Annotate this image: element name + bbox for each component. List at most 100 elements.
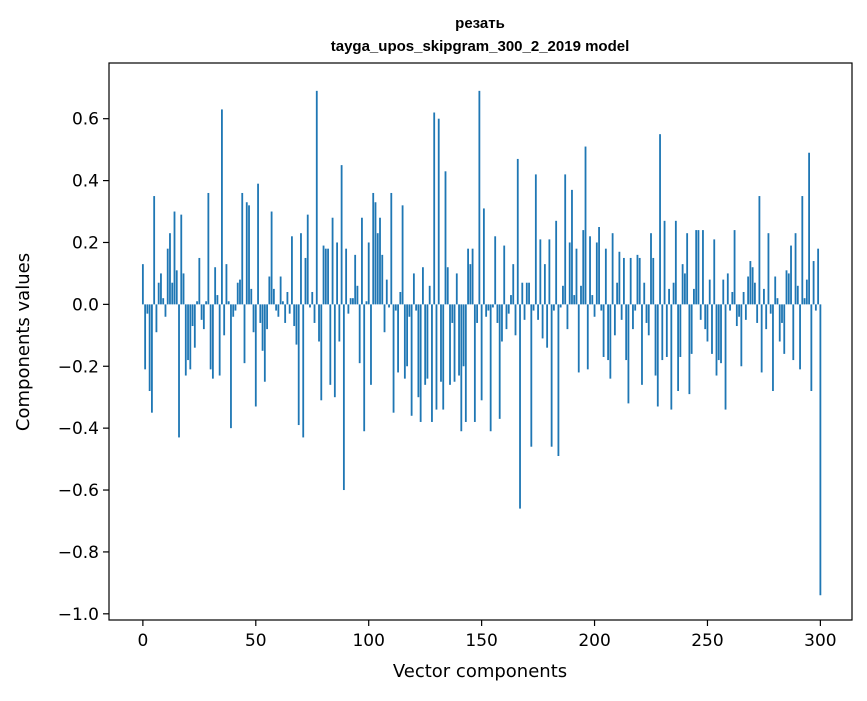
bar: [214, 267, 217, 305]
bar: [141, 264, 144, 305]
bar: [417, 304, 420, 398]
bar: [763, 288, 765, 305]
bar: [591, 295, 594, 305]
x-tick-label: 0: [137, 631, 148, 651]
bar: [464, 304, 467, 422]
bar: [717, 304, 720, 361]
bar: [783, 304, 786, 354]
bar: [198, 257, 201, 305]
bar: [812, 261, 815, 305]
bar: [333, 304, 336, 398]
bar: [297, 304, 300, 426]
bar: [577, 304, 580, 373]
bar: [573, 295, 576, 305]
bar: [552, 304, 555, 311]
bar: [530, 304, 533, 447]
bar: [808, 152, 810, 305]
bar: [740, 304, 743, 367]
bar: [760, 304, 763, 373]
bar: [153, 196, 156, 305]
bar: [772, 304, 774, 392]
bar: [144, 304, 147, 370]
bar: [523, 304, 526, 320]
bar: [458, 304, 460, 376]
bar: [187, 304, 189, 361]
bar: [275, 304, 278, 311]
bar: [467, 248, 469, 305]
bar: [704, 304, 707, 330]
bar: [259, 304, 262, 323]
bar: [254, 304, 257, 407]
bar: [245, 202, 248, 305]
bar: [749, 261, 752, 305]
bar: [819, 304, 822, 596]
bar: [261, 304, 264, 351]
bar: [370, 304, 372, 385]
bar: [735, 304, 738, 327]
bar: [171, 282, 174, 305]
bar: [291, 236, 293, 305]
bar: [243, 304, 246, 364]
bar: [765, 304, 768, 330]
y-tick-label: −0.2: [58, 357, 99, 377]
bar: [277, 304, 280, 317]
bar: [320, 304, 323, 401]
bar: [501, 304, 503, 342]
bar: [313, 304, 316, 323]
bar: [300, 233, 302, 305]
bar: [758, 196, 761, 305]
bar: [412, 273, 415, 305]
bar: [394, 304, 397, 311]
bar: [160, 273, 162, 305]
bar: [767, 233, 770, 305]
bar: [419, 304, 422, 422]
bar: [281, 301, 284, 305]
bar: [496, 304, 499, 323]
bar: [352, 298, 354, 305]
bar: [302, 304, 305, 438]
bar: [487, 304, 490, 311]
bar: [521, 282, 524, 305]
bar: [706, 304, 709, 342]
bar: [455, 273, 458, 305]
y-axis-ticks: −1.0 −0.8 −0.6 −0.4 −0.2 0.0 0.2 0.4 0.6: [58, 110, 109, 625]
bar: [196, 301, 198, 305]
bar: [272, 288, 275, 305]
bar: [672, 282, 675, 305]
bar: [358, 304, 361, 364]
bar: [625, 304, 628, 361]
bar: [218, 304, 221, 376]
bar: [652, 257, 655, 305]
bar: [200, 304, 203, 320]
bar: [629, 257, 632, 305]
bar: [670, 304, 673, 410]
bar: [381, 254, 384, 305]
y-tick-label: −0.4: [58, 419, 99, 439]
bar: [345, 248, 348, 305]
bar: [510, 295, 512, 305]
bar: [514, 304, 517, 336]
bar: [650, 233, 652, 305]
bar: [241, 192, 244, 305]
bar: [383, 304, 386, 333]
bar: [376, 233, 379, 305]
bar: [534, 174, 537, 305]
bar: [175, 270, 178, 305]
bar: [151, 304, 153, 413]
bar: [482, 208, 485, 305]
bar: [817, 248, 820, 305]
bar: [388, 304, 390, 308]
bar: [446, 267, 449, 305]
bar: [731, 291, 734, 305]
bar: [408, 304, 411, 317]
bar: [507, 304, 510, 314]
x-tick-label: 150: [465, 631, 497, 651]
bar: [729, 304, 731, 311]
bar: [695, 230, 698, 305]
bar: [805, 279, 808, 305]
bar: [223, 304, 226, 336]
bar: [733, 230, 736, 305]
chart-title: резать: [455, 15, 505, 32]
bar: [598, 227, 600, 305]
